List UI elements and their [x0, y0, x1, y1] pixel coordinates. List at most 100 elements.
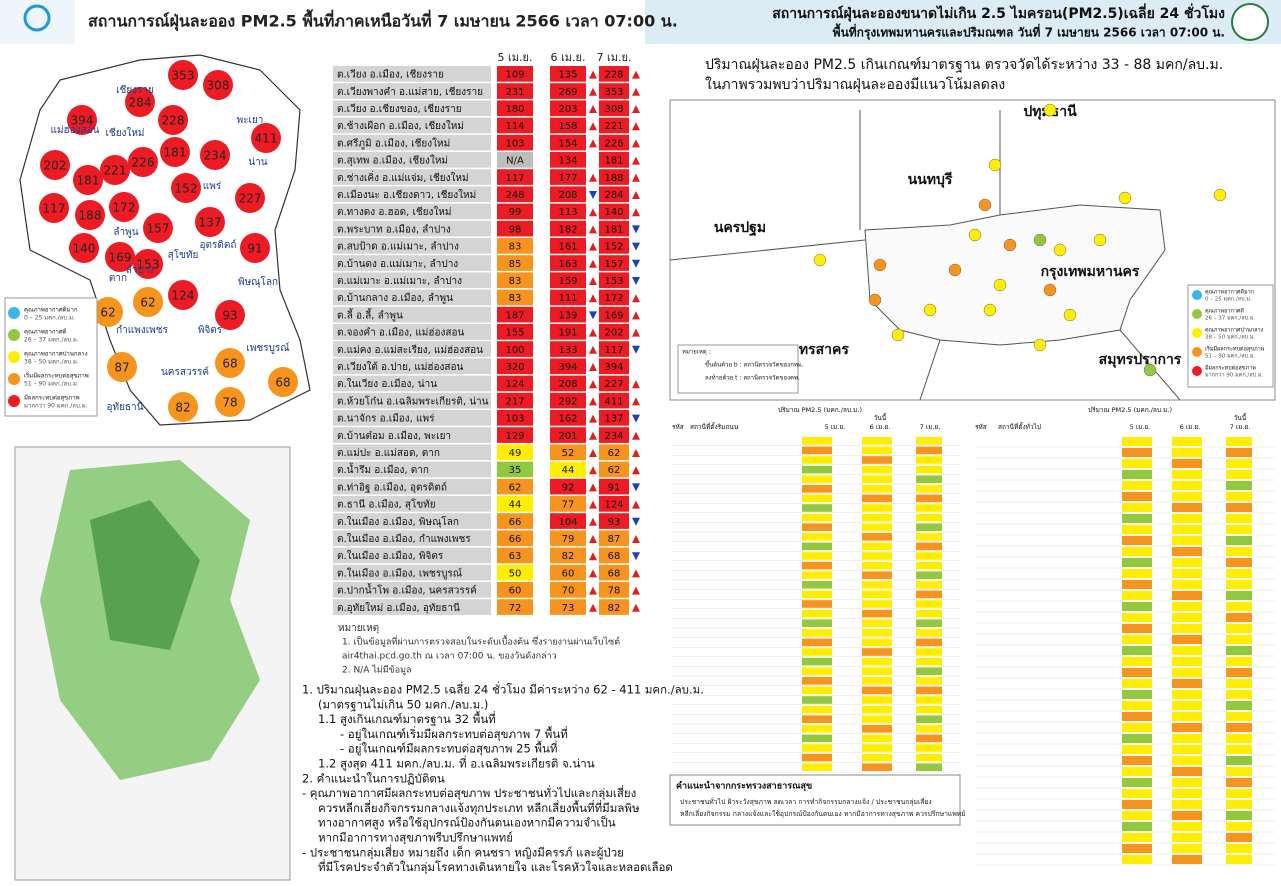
row-cell	[1122, 580, 1152, 589]
value-text: 83	[509, 293, 522, 304]
station-dot	[993, 278, 1007, 292]
value-text: 133	[558, 345, 577, 356]
trend-arrow	[589, 70, 597, 79]
row-cell	[802, 552, 832, 560]
value-text: 153	[604, 276, 623, 287]
row-cell	[1122, 470, 1152, 479]
row-cell	[916, 590, 942, 599]
row-cell	[1122, 558, 1152, 567]
row-cell	[1122, 767, 1152, 776]
station-cell	[333, 547, 491, 564]
station-dot	[968, 228, 982, 242]
value-text: 98	[509, 224, 522, 235]
row-cell	[862, 725, 892, 733]
value-text: 104	[558, 517, 577, 528]
table-header: 7 เม.ย.	[597, 51, 632, 64]
legend-swatch	[1192, 347, 1202, 357]
station-name: ต.เวียงพางคำ อ.แม่สาย, เชียงราย	[337, 86, 483, 98]
row-cell	[802, 456, 832, 464]
advice-line: ประชาชนทั่วไป ฝ้าระวังสุขภาพ ลดเวลา การท…	[680, 797, 932, 806]
station-dot	[1053, 243, 1067, 257]
value-text: 63	[509, 551, 522, 562]
station-cell	[333, 117, 491, 134]
station-name: ต.แม่คง อ.แม่สะเรียง, แม่ฮ่องสอน	[337, 344, 483, 356]
trend-arrow	[632, 139, 640, 148]
value-cell	[497, 444, 533, 461]
value-cell	[550, 530, 586, 547]
row-cell	[916, 753, 942, 762]
row-cell	[1172, 536, 1202, 545]
station-cell	[333, 410, 491, 426]
station-name: ต.บ้านกลาง อ.เมือง, ลำพูน	[337, 292, 453, 304]
pm-circle-label: 228	[162, 114, 185, 128]
trend-arrow	[632, 517, 640, 526]
station-cell	[333, 186, 491, 203]
legend-swatch	[8, 329, 20, 341]
row-cell	[802, 485, 832, 493]
value-text: 292	[558, 396, 577, 407]
row-cell	[862, 744, 892, 752]
value-cell	[550, 66, 586, 82]
row-cell	[1122, 745, 1152, 754]
table-header: วันนี้	[874, 413, 887, 422]
station-dot	[868, 293, 882, 307]
station-name: ต.เวียงใต้ อ.ปาย, แม่ฮ่องสอน	[337, 361, 464, 373]
value-text: 202	[604, 328, 623, 339]
row-cell	[1122, 657, 1152, 666]
value-cell	[599, 410, 629, 426]
summary-line: - คุณภาพอากาศมีผลกระทบต่อสุขภาพ ประชาชนท…	[302, 785, 636, 800]
trend-arrow	[589, 191, 597, 199]
bkk-summary: ในภาพรวมพบว่าปริมาณฝุ่นละอองมีแนวโน้มลดล…	[705, 76, 1005, 93]
trend-arrow	[589, 466, 597, 475]
row-cell	[1226, 448, 1252, 457]
row-cell	[916, 465, 942, 474]
row-cell	[916, 638, 942, 647]
row-cell	[1122, 613, 1152, 622]
legend-swatch	[1192, 366, 1202, 376]
row-cell	[1122, 525, 1152, 534]
province-name: พะเยา	[237, 115, 264, 126]
pm-circle	[93, 297, 123, 327]
row-cell	[802, 513, 832, 522]
legend-swatch	[1192, 309, 1202, 319]
row-cell	[862, 552, 892, 560]
value-text: 93	[608, 517, 621, 528]
station-name: ต.ศรีภูมิ อ.เมือง, เชียงใหม่	[337, 137, 450, 149]
value-text: 162	[558, 414, 577, 425]
table-header: สถานีที่ตั้งทั่วไป	[998, 422, 1041, 431]
value-cell	[550, 496, 586, 512]
trend-arrow	[589, 449, 597, 457]
row-cell	[1172, 569, 1202, 578]
row-cell	[1226, 811, 1252, 820]
row-cell	[862, 513, 892, 522]
trend-arrow	[632, 208, 640, 217]
table-header: วันนี้	[1234, 413, 1247, 422]
summary-line: - ประชาชนกลุ่มเสี่ยง หมายถึง เด็ก คนชรา …	[302, 844, 624, 859]
station-cell	[333, 496, 491, 512]
advice-line: หลีกเลี่ยงกิจกรรม กลางแจ้งและใช้อุปกรณ์ป…	[680, 809, 965, 818]
row-cell	[1172, 822, 1202, 831]
station-dot	[1063, 308, 1077, 322]
row-cell	[1226, 822, 1252, 831]
row-cell	[862, 494, 892, 503]
pm-circle-label: 394	[71, 114, 94, 128]
row-cell	[862, 753, 892, 762]
row-cell	[802, 686, 832, 695]
row-cell	[1226, 855, 1252, 864]
station-cell	[333, 152, 491, 168]
province-name: อุตรดิตถ์	[200, 239, 237, 251]
value-cell	[599, 427, 629, 443]
station-dot	[1043, 283, 1057, 297]
pm-circle	[67, 105, 97, 135]
legend-label: คุณภาพอากาศดีมาก	[1205, 289, 1254, 296]
legend-range: มากกว่า 90 มคก./ลบ.ม.	[1205, 373, 1264, 379]
value-text: 208	[558, 379, 577, 390]
table-header: ปริมาณ PM2.5 (มคก./ลบ.ม.)	[778, 406, 862, 414]
value-cell	[550, 255, 586, 271]
value-cell	[599, 513, 629, 529]
pm-circle	[69, 233, 99, 263]
trend-arrow	[589, 363, 597, 371]
value-text: 78	[608, 586, 621, 597]
station-cell	[333, 478, 491, 495]
value-cell	[599, 564, 629, 581]
